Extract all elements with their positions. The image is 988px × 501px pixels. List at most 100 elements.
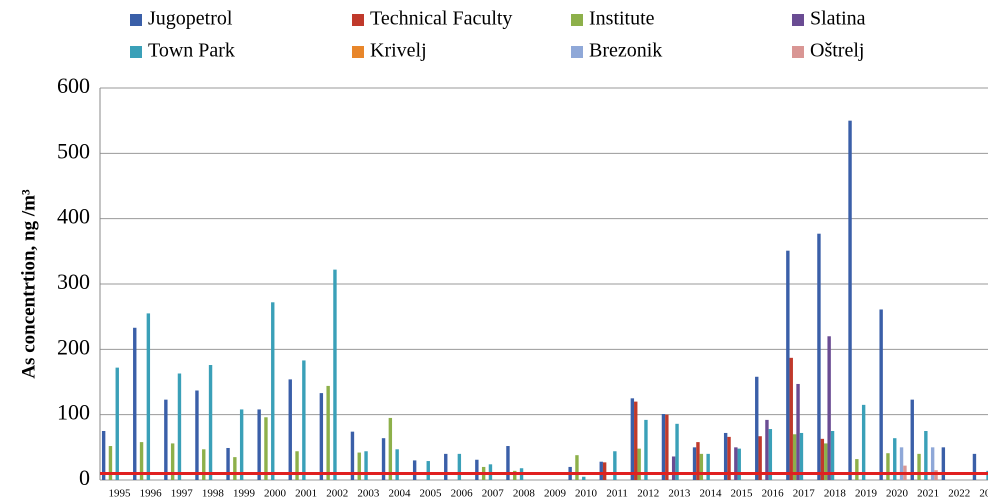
bar bbox=[727, 436, 731, 480]
x-tick-label: 2021 bbox=[917, 488, 939, 500]
bar bbox=[208, 365, 213, 480]
legend-label: Oštrelj bbox=[810, 40, 864, 62]
bar bbox=[513, 470, 517, 480]
x-tick-label: 2004 bbox=[388, 488, 411, 500]
y-tick-label: 300 bbox=[57, 269, 90, 294]
bar bbox=[475, 459, 479, 480]
bar bbox=[350, 431, 355, 480]
bar bbox=[202, 449, 206, 480]
x-tick-label: 2014 bbox=[699, 488, 722, 500]
bar bbox=[661, 414, 666, 480]
legend-swatch bbox=[792, 46, 804, 58]
bar bbox=[333, 269, 337, 480]
y-tick-label: 0 bbox=[79, 465, 90, 490]
bar bbox=[257, 409, 261, 480]
bar bbox=[934, 470, 938, 480]
legend-label: Town Park bbox=[148, 40, 235, 62]
bar bbox=[630, 398, 635, 480]
bar bbox=[115, 367, 119, 480]
bar bbox=[941, 447, 946, 480]
bar bbox=[817, 233, 821, 480]
bar bbox=[755, 376, 759, 480]
bar bbox=[381, 438, 386, 480]
bar bbox=[164, 399, 168, 480]
bar bbox=[302, 360, 306, 480]
bar bbox=[288, 379, 292, 480]
bar bbox=[599, 461, 603, 480]
legend-swatch bbox=[792, 14, 804, 26]
x-tick-label: 2017 bbox=[793, 488, 816, 500]
bar bbox=[444, 453, 448, 480]
bar bbox=[457, 453, 462, 480]
bar bbox=[170, 443, 175, 480]
bar bbox=[699, 453, 704, 480]
bar bbox=[792, 434, 797, 480]
bar bbox=[972, 453, 977, 480]
legend-label: Krivelj bbox=[370, 40, 427, 62]
bar bbox=[786, 250, 790, 480]
bar bbox=[706, 453, 710, 480]
bar bbox=[271, 302, 275, 480]
bar bbox=[737, 448, 741, 480]
bar bbox=[226, 447, 230, 480]
bar bbox=[239, 409, 244, 480]
x-tick-label: 2009 bbox=[544, 488, 567, 500]
x-tick-label: 2002 bbox=[326, 488, 348, 500]
x-tick-label: 2012 bbox=[637, 488, 659, 500]
legend-swatch bbox=[352, 14, 364, 26]
legend-swatch bbox=[130, 46, 142, 58]
bar bbox=[602, 462, 607, 480]
bar bbox=[924, 431, 928, 480]
x-tick-label: 2013 bbox=[668, 488, 691, 500]
legend-label: Technical Faculty bbox=[370, 8, 512, 30]
bar bbox=[357, 452, 361, 480]
bar bbox=[820, 438, 825, 480]
y-tick-label: 600 bbox=[57, 73, 90, 98]
bar bbox=[395, 449, 399, 480]
bar bbox=[886, 453, 890, 480]
bar bbox=[796, 383, 800, 480]
bar bbox=[582, 476, 586, 480]
x-tick-label: 2020 bbox=[886, 488, 909, 500]
x-tick-label: 2008 bbox=[513, 488, 536, 500]
legend-label: Slatina bbox=[810, 8, 866, 30]
bar bbox=[789, 357, 793, 480]
bar bbox=[692, 447, 697, 480]
legend-swatch bbox=[130, 14, 142, 26]
legend-swatch bbox=[352, 46, 364, 58]
legend-label: Institute bbox=[589, 8, 655, 30]
y-tick-label: 200 bbox=[57, 334, 90, 359]
bar bbox=[696, 442, 700, 480]
x-tick-label: 1998 bbox=[202, 488, 225, 500]
bar bbox=[295, 451, 299, 480]
bar bbox=[799, 432, 804, 480]
bar bbox=[233, 457, 237, 480]
bar bbox=[986, 470, 988, 480]
bar bbox=[675, 423, 679, 480]
bar bbox=[824, 443, 828, 480]
bar bbox=[637, 448, 641, 480]
x-tick-label: 2023 bbox=[979, 488, 988, 500]
legend-label: Brezonik bbox=[589, 40, 662, 62]
bar bbox=[893, 438, 897, 480]
bar bbox=[139, 442, 144, 480]
bar bbox=[830, 431, 835, 480]
x-tick-label: 2022 bbox=[948, 488, 970, 500]
legend-label: Jugopetrol bbox=[148, 8, 233, 30]
bar bbox=[827, 336, 831, 480]
x-tick-label: 2001 bbox=[295, 488, 317, 500]
x-tick-label: 2019 bbox=[855, 488, 878, 500]
bar bbox=[575, 455, 579, 480]
bar bbox=[910, 399, 914, 480]
x-tick-label: 2016 bbox=[762, 488, 785, 500]
legend-swatch bbox=[571, 14, 583, 26]
bar bbox=[108, 446, 113, 480]
x-tick-label: 1995 bbox=[109, 488, 132, 500]
x-tick-label: 2018 bbox=[824, 488, 847, 500]
bar bbox=[146, 313, 151, 480]
bar bbox=[364, 451, 368, 480]
bar bbox=[855, 459, 859, 480]
bar bbox=[758, 436, 762, 480]
bar bbox=[634, 401, 638, 480]
